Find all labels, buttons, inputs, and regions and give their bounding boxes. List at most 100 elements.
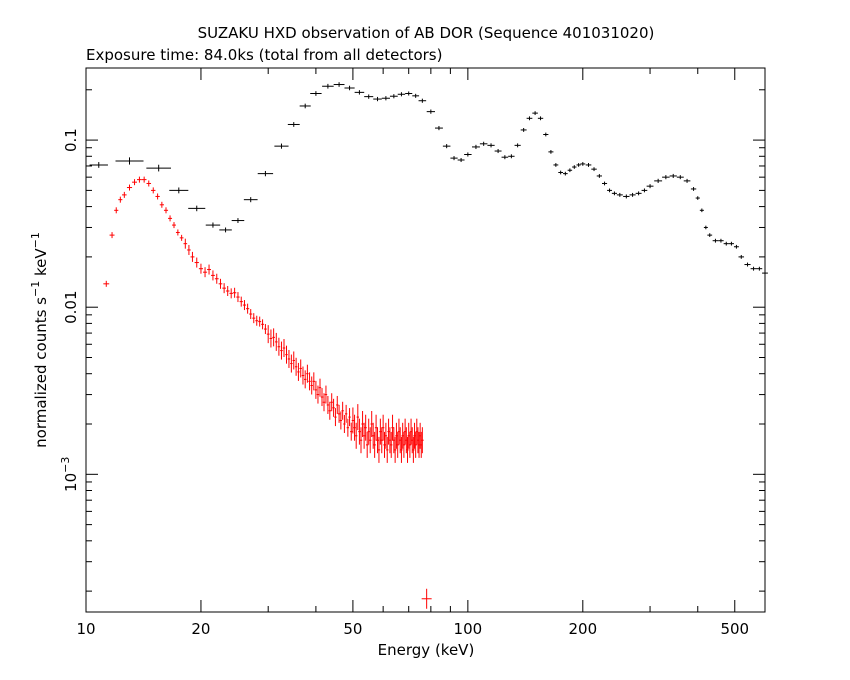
data-point (421, 588, 432, 609)
data-point (756, 266, 763, 271)
data-point (336, 395, 339, 414)
x-axis-label: Energy (keV) (378, 641, 475, 659)
data-point (159, 201, 164, 208)
data-point (318, 378, 322, 397)
y-axis-label: normalized counts s−1 keV−1 (29, 232, 50, 448)
data-point (314, 380, 318, 399)
data-point (389, 94, 398, 99)
data-point (282, 338, 286, 357)
data-point (412, 436, 415, 463)
data-point (320, 388, 324, 407)
data-point (163, 207, 169, 214)
data-point (386, 436, 389, 463)
data-point (364, 414, 367, 441)
data-series (89, 82, 768, 609)
y-tick-label-base: 10 (62, 473, 80, 492)
data-point (229, 288, 233, 299)
data-point (373, 96, 382, 102)
data-point (146, 180, 152, 187)
data-point (607, 188, 613, 193)
data-point (479, 141, 488, 146)
data-point (383, 431, 386, 458)
data-point (532, 111, 538, 116)
data-point (328, 401, 332, 420)
data-point (381, 96, 390, 101)
data-point (274, 143, 289, 149)
data-point (563, 171, 568, 176)
data-point (255, 315, 259, 326)
data-point (252, 313, 256, 324)
data-point (243, 197, 258, 203)
y-tick-label: 0.01 (62, 290, 80, 323)
data-point (442, 144, 451, 149)
data-point (641, 188, 648, 193)
data-point (146, 164, 172, 172)
data-point (514, 143, 521, 148)
data-point (362, 422, 366, 449)
data-point (611, 191, 617, 196)
plot-frame (85, 67, 766, 613)
data-point (114, 207, 119, 214)
data-point (393, 436, 397, 463)
data-point (361, 411, 364, 438)
data-point (190, 251, 195, 262)
data-point (464, 152, 472, 157)
data-point (576, 163, 581, 167)
data-point (272, 328, 275, 347)
data-point (168, 215, 173, 222)
data-point (414, 431, 417, 458)
data-point (211, 270, 215, 281)
data-point (718, 238, 724, 243)
y-tick-label-base: 0.1 (62, 128, 80, 152)
data-point (508, 154, 515, 159)
y-axis-label-main: normalized counts s (32, 297, 50, 448)
data-point (258, 316, 262, 327)
series-2 (103, 176, 432, 609)
data-point (205, 222, 221, 228)
data-point (377, 436, 381, 463)
data-point (591, 167, 597, 172)
data-point (274, 332, 278, 351)
data-point (287, 122, 300, 127)
y-axis-ticks (86, 89, 765, 592)
data-point (406, 436, 409, 463)
data-point (387, 418, 390, 445)
y-tick-label-exp: −3 (59, 457, 72, 473)
data-point (379, 418, 382, 445)
data-point (526, 116, 533, 121)
data-point (356, 404, 360, 431)
data-point (654, 178, 663, 183)
y-axis-label-exp1: −1 (29, 281, 42, 297)
data-point (750, 266, 757, 271)
data-point (332, 398, 335, 417)
data-point (376, 427, 379, 454)
data-point (341, 401, 344, 420)
data-point (334, 408, 337, 427)
data-point (118, 196, 123, 203)
data-point (346, 418, 350, 437)
data-point (690, 187, 697, 191)
data-point (261, 319, 264, 330)
data-point (420, 427, 424, 454)
data-point (520, 127, 527, 132)
data-point (408, 431, 412, 458)
data-point (310, 376, 313, 395)
data-point (269, 329, 273, 348)
data-point (567, 168, 573, 173)
data-point (292, 351, 295, 370)
data-point (548, 150, 554, 154)
y-axis-tick-labels: 0.1 0.01 10−3 (59, 128, 80, 492)
data-point (487, 143, 495, 148)
data-point (457, 157, 465, 163)
data-point (733, 244, 739, 249)
data-point (194, 257, 199, 268)
x-axis-ticks (85, 68, 766, 612)
data-point (744, 262, 751, 267)
data-point (662, 175, 670, 180)
data-point (699, 208, 704, 213)
data-point (330, 393, 333, 412)
data-point (151, 187, 156, 194)
data-point (723, 241, 729, 246)
data-point (301, 366, 305, 385)
data-point (418, 98, 427, 103)
